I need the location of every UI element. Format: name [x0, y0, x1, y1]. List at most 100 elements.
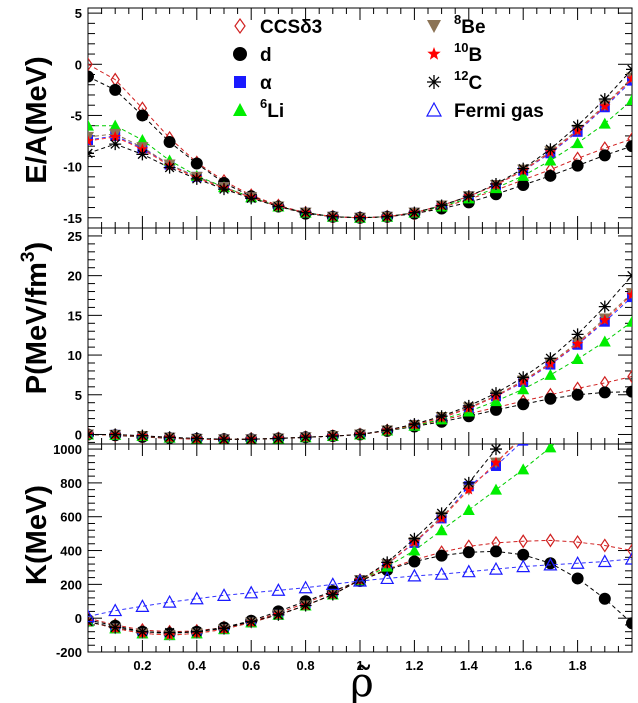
legend-marker — [233, 103, 247, 116]
data-point — [517, 179, 530, 192]
data-point — [435, 549, 448, 562]
data-point — [136, 429, 149, 442]
series-layer — [88, 444, 632, 642]
data-point — [109, 138, 122, 151]
legend-marker — [234, 17, 246, 35]
data-point — [244, 585, 259, 599]
data-point — [272, 432, 285, 444]
y-axis-label-pressure-sup: 3 — [18, 251, 39, 262]
x-tick-label: 1 — [356, 658, 363, 673]
data-point — [626, 288, 632, 300]
data-point — [381, 424, 394, 437]
data-point — [598, 335, 611, 347]
data-point — [462, 399, 475, 412]
data-point — [381, 210, 394, 223]
data-point — [490, 483, 502, 495]
data-point — [571, 159, 584, 172]
data-point — [435, 524, 448, 536]
data-point — [462, 546, 475, 559]
y-axis-label-incompressibility: K(MeV) — [21, 485, 53, 585]
legend-label-sup: 12 — [454, 68, 468, 83]
legend-label: CCSδ3 — [260, 17, 322, 38]
data-point — [626, 385, 632, 398]
data-point — [544, 352, 557, 365]
data-point — [352, 573, 368, 587]
x-tick-label: 0.8 — [297, 658, 315, 673]
data-point — [354, 428, 366, 441]
legend-label-sup: 8 — [454, 12, 461, 27]
data-point — [435, 507, 448, 520]
data-point — [544, 154, 557, 166]
data-point — [516, 559, 531, 573]
data-point — [599, 100, 611, 112]
data-point — [245, 192, 258, 205]
data-point — [490, 444, 502, 456]
series-line — [88, 391, 632, 440]
data-point — [599, 314, 611, 325]
data-point — [543, 557, 558, 571]
data-point — [381, 556, 394, 569]
series-line — [88, 99, 632, 219]
data-point — [571, 328, 584, 341]
panels: -15-10-5050510152025-2000200400600800100… — [53, 6, 633, 673]
data-point — [408, 418, 421, 431]
y-axis-label-pressure: P(MeV/fm3) — [18, 242, 53, 394]
series-line — [88, 444, 556, 636]
data-point — [626, 94, 632, 106]
data-point — [190, 157, 203, 170]
y-tick-label: 25 — [68, 229, 82, 244]
data-point — [408, 206, 421, 219]
x-axis-label: ρ̃ — [350, 660, 374, 703]
data-point — [461, 564, 476, 578]
data-point — [571, 572, 584, 585]
data-point — [218, 183, 230, 196]
data-point — [462, 190, 475, 203]
data-point — [109, 428, 122, 441]
panel-2: -200 0 200 400 600 800 1000 0.2 0.4 0.6 0.8 1 1.2 1.4… — [53, 442, 633, 673]
data-point — [517, 162, 530, 175]
legend-marker — [425, 101, 443, 117]
y-tick-label: -200 — [56, 645, 82, 660]
legend-label: 12C — [454, 68, 482, 94]
data-point — [272, 200, 285, 213]
series-layer — [88, 57, 632, 225]
data-point — [135, 599, 150, 612]
data-point — [326, 430, 339, 443]
y-tick-label: 1000 — [53, 442, 82, 457]
data-point — [163, 136, 176, 149]
legend-item: 6Li — [233, 96, 284, 122]
legend-marker — [234, 76, 246, 88]
y-tick-label: 20 — [68, 269, 82, 284]
legend-marker — [427, 20, 441, 33]
data-point — [88, 147, 94, 160]
legend-item: Fermi gas — [425, 101, 544, 122]
data-point — [190, 172, 203, 185]
data-point — [245, 615, 258, 628]
data-point — [462, 476, 475, 489]
data-point — [109, 130, 121, 142]
legend-label: 6Li — [260, 96, 284, 122]
series-line — [88, 376, 632, 441]
data-point — [216, 588, 232, 601]
data-point — [88, 428, 94, 441]
data-point — [326, 210, 339, 223]
data-point — [163, 626, 176, 639]
legend-item: 8Be — [427, 12, 486, 38]
data-point — [271, 583, 286, 596]
data-point — [136, 109, 149, 122]
data-point — [626, 315, 632, 327]
legend-label-main: C — [468, 73, 482, 94]
y-tick-label: 400 — [60, 544, 82, 559]
data-point — [299, 599, 312, 612]
y-tick-label: 0 — [75, 611, 82, 626]
legend-item: 12C — [427, 68, 482, 94]
data-point — [434, 566, 449, 580]
x-tick-label: 1.6 — [514, 658, 532, 673]
data-point — [598, 117, 611, 129]
data-point — [218, 622, 230, 635]
data-point — [624, 551, 632, 565]
y-tick-label: -5 — [70, 108, 82, 123]
series-line — [88, 558, 632, 617]
data-point — [190, 625, 203, 638]
panel-frame — [87, 443, 633, 653]
